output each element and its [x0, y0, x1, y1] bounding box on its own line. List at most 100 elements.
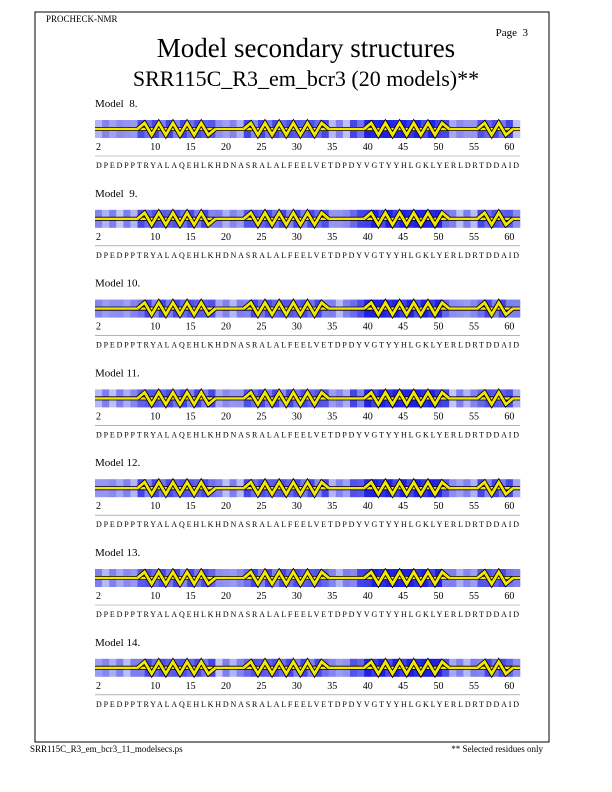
model-panel: Model 9. 2 10 15 20 25 30 35 40 45 50 55 60 DPEDPPTRY…	[95, 188, 521, 260]
residue-number: 35	[327, 681, 337, 692]
residue-number: 20	[221, 142, 231, 153]
residue-number: 10	[150, 142, 160, 153]
residue-number: 15	[186, 681, 196, 692]
residue-number: 2	[96, 322, 101, 333]
helix	[363, 659, 451, 677]
page-number: Page 3	[496, 27, 529, 39]
residue-number: 15	[186, 142, 196, 153]
residue-number: 40	[363, 411, 373, 422]
residue-number: 35	[327, 142, 337, 153]
residue-number: 55	[469, 591, 479, 602]
residue-number: 50	[434, 681, 444, 692]
residue-number: 20	[221, 411, 231, 422]
helix	[363, 479, 451, 497]
residue-number: 25	[256, 322, 266, 333]
residue-number: 60	[504, 142, 514, 153]
residue-number: 10	[150, 591, 160, 602]
model-label: Model 12.	[95, 457, 140, 469]
footer-note: ** Selected residues only	[451, 744, 543, 754]
helix	[136, 120, 217, 138]
residue-number: 40	[363, 322, 373, 333]
residue-number: 55	[469, 232, 479, 243]
residue-number: 25	[256, 681, 266, 692]
residue-number: 30	[292, 142, 302, 153]
model-panel: Model 11. 2 10 15 20 25 30 35 40 45 50 55 60 DPEDPPTR…	[95, 367, 521, 439]
residue-number: 35	[327, 591, 337, 602]
sequence: DPEDPPTRYALAQEHLKHDNASRALALFEELVETDPDYVG…	[96, 700, 519, 709]
residue-number: 50	[434, 411, 444, 422]
residue-number: 30	[292, 681, 302, 692]
model-panel: Model 8. 2 10 15 20 25 30 35 40 45 50 55 60 DPEDPPTRY…	[95, 98, 521, 170]
residue-number: 2	[96, 411, 101, 422]
residue-number: 25	[256, 232, 266, 243]
residue-number: 20	[221, 322, 231, 333]
helix	[363, 210, 451, 228]
residue-number: 30	[292, 232, 302, 243]
helix	[242, 569, 330, 587]
helix	[242, 389, 330, 408]
helix	[242, 120, 330, 138]
helix	[363, 120, 451, 138]
residue-number: 35	[327, 322, 337, 333]
residue-number: 10	[150, 411, 160, 422]
helix	[136, 569, 217, 587]
helix	[242, 299, 330, 318]
residue-number: 30	[292, 322, 302, 333]
residue-number: 45	[398, 142, 408, 153]
residue-number: 35	[327, 232, 337, 243]
residue-number: 45	[398, 322, 408, 333]
residue-number: 2	[96, 142, 101, 153]
page-frame	[34, 11, 550, 743]
model-label: Model 10.	[95, 278, 140, 290]
model-label: Model 8.	[95, 98, 138, 110]
helix	[136, 210, 217, 228]
sequence: DPEDPPTRYALAQEHLKHDNASRALALFEELVETDPDYVG…	[96, 430, 519, 439]
model-label: Model 13.	[95, 547, 140, 559]
helix	[476, 479, 514, 497]
residue-number: 55	[469, 411, 479, 422]
model-panel: Model 10. 2 10 15 20 25 30 35 40 45 50 55 60 DPEDPPTR…	[95, 278, 521, 350]
helix	[363, 569, 451, 587]
residue-number: 25	[256, 501, 266, 512]
helix	[242, 210, 330, 228]
residue-number: 10	[150, 681, 160, 692]
model-panel: Model 13. 2 10 15 20 25 30 35 40 45 50 55 60 DPEDPPTR…	[95, 547, 521, 619]
residue-number: 60	[504, 591, 514, 602]
helix	[242, 479, 330, 497]
residue-number: 2	[96, 501, 101, 512]
residue-number: 10	[150, 322, 160, 333]
helix	[476, 389, 514, 408]
footer-file: SRR115C_R3_em_bcr3_11_modelsecs.ps	[30, 744, 183, 754]
helix	[136, 299, 217, 318]
residue-number: 10	[150, 501, 160, 512]
residue-number: 20	[221, 501, 231, 512]
helix	[363, 389, 451, 408]
residue-number: 45	[398, 501, 408, 512]
residue-number: 25	[256, 591, 266, 602]
model-panel: Model 14. 2 10 15 20 25 30 35 40 45 50 55 60 DPEDPPTR…	[95, 637, 521, 709]
residue-number: 15	[186, 232, 196, 243]
residue-number: 55	[469, 142, 479, 153]
residue-number: 20	[221, 681, 231, 692]
residue-number: 45	[398, 232, 408, 243]
residue-number: 20	[221, 591, 231, 602]
residue-number: 50	[434, 232, 444, 243]
residue-number: 2	[96, 591, 101, 602]
helix	[136, 659, 217, 677]
helix	[476, 659, 514, 677]
residue-number: 20	[221, 232, 231, 243]
residue-number: 40	[363, 591, 373, 602]
residue-number: 60	[504, 681, 514, 692]
model-label: Model 9.	[95, 188, 138, 200]
residue-number: 45	[398, 681, 408, 692]
helix	[476, 299, 514, 318]
residue-number: 50	[434, 322, 444, 333]
sequence: DPEDPPTRYALAQEHLKHDNASRALALFEELVETDPDYVG…	[96, 520, 519, 529]
models: Model 8. 2 10 15 20 25 30 35 40 45 50 55 60 DPEDPPTRY…	[95, 98, 521, 709]
residue-number: 40	[363, 232, 373, 243]
model-panel: Model 12. 2 10 15 20 25 30 35 40 45 50 55 60 DPEDPPTR…	[95, 457, 521, 529]
residue-number: 45	[398, 411, 408, 422]
residue-number: 55	[469, 322, 479, 333]
sequence: DPEDPPTRYALAQEHLKHDNASRALALFEELVETDPDYVG…	[96, 161, 519, 170]
